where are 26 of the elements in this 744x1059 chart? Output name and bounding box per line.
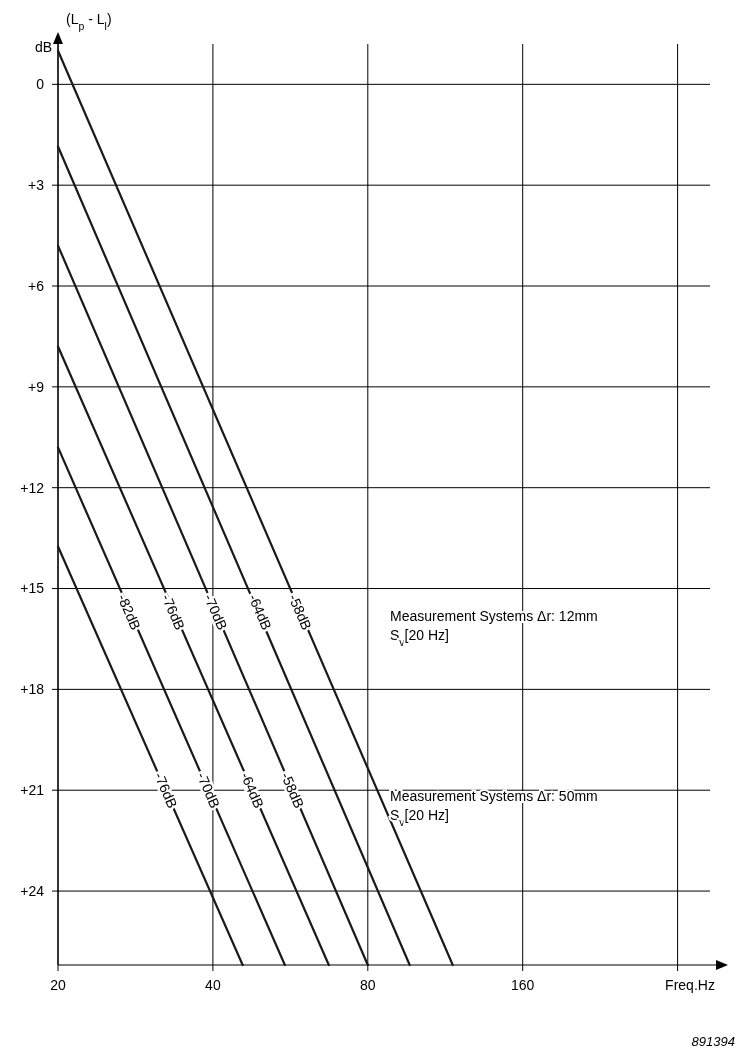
- y-tick-label: 0: [36, 76, 45, 93]
- y-tick-label: +18: [20, 681, 45, 698]
- annotation: -58dB: [285, 591, 315, 633]
- x-tick-label: 160: [511, 977, 535, 993]
- y-tick-label: +9: [28, 378, 45, 395]
- y-tick-label: +15: [20, 580, 45, 597]
- annotation: -70dB: [201, 591, 231, 633]
- y-tick-label: +3: [28, 177, 45, 194]
- x-axis-title: Freq.Hz: [665, 977, 715, 993]
- annotation: -64dB: [245, 591, 275, 633]
- annotation: -76dB: [151, 769, 181, 811]
- annotation: -58dB: [277, 769, 308, 811]
- y-tick-label: +24: [20, 882, 45, 899]
- y-tick-label: +6: [28, 277, 45, 294]
- text: 891394: [691, 1034, 735, 1049]
- x-tick-label: 40: [205, 977, 221, 993]
- x-tick-label: 20: [50, 977, 66, 993]
- y-tick-label: +12: [20, 479, 45, 496]
- y-axis-title: (L$_{p}$ - L$_{l}$): [66, 11, 112, 32]
- annotation: -64dB: [237, 769, 268, 811]
- annotation: -76dB: [158, 591, 189, 633]
- annotation: -82dB: [114, 591, 145, 633]
- annotation: -70dB: [193, 769, 224, 811]
- y-tick-label: +21: [20, 782, 45, 799]
- x-tick-label: 80: [360, 977, 376, 993]
- text: dB: [34, 39, 52, 55]
